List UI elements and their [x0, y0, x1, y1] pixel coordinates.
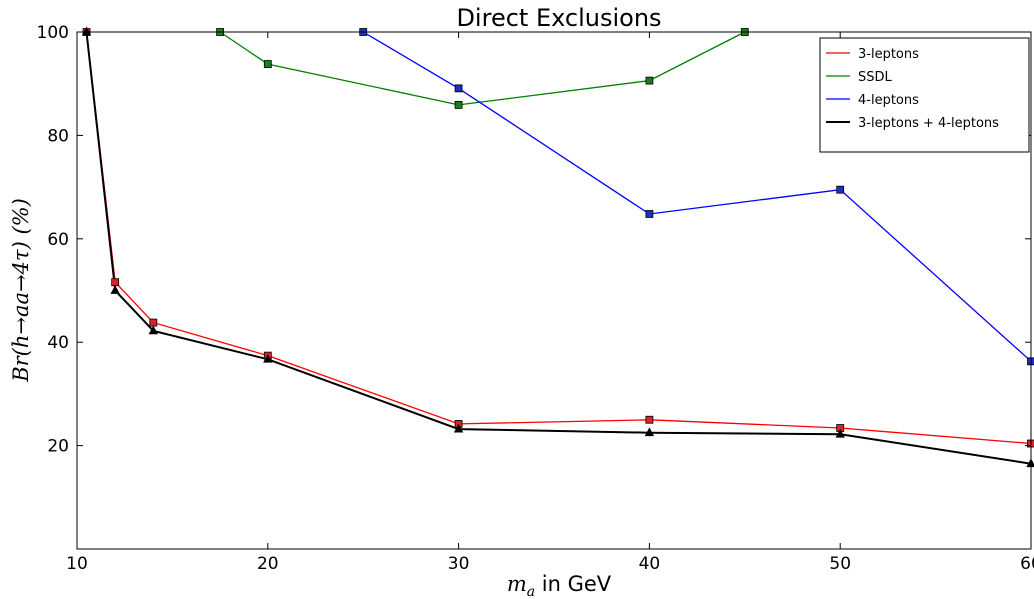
axes-layer: 10 20 30 40 50 60 20 40 60 80 100 [37, 23, 1034, 574]
x-axis-label-subscript: a [527, 584, 535, 599]
data-point [263, 60, 272, 68]
y-tick-label: 100 [37, 23, 69, 43]
legend-box [819, 37, 1030, 153]
legend: 3-leptons SSDL 4-leptons 3-leptons + 4-lept… [819, 37, 1030, 153]
x-tick-label: 20 [257, 554, 279, 574]
data-point [453, 423, 464, 433]
x-tick-label: 30 [448, 554, 470, 574]
data-point [645, 210, 654, 218]
legend-label: 3-leptons + 4-leptons [858, 116, 999, 131]
data-point [454, 100, 463, 109]
y-tick-label: 20 [47, 437, 69, 457]
data-point [148, 325, 158, 335]
legend-label: SSDL [858, 70, 893, 85]
x-axis-label: ma in GeV [507, 572, 612, 599]
series-line-ssdl [219, 31, 746, 106]
y-tick-label: 40 [47, 333, 69, 353]
legend-label: 3-leptons [858, 47, 919, 62]
data-point [263, 353, 273, 363]
series-layer [81, 26, 1034, 468]
data-point [149, 318, 158, 327]
x-tick-label: 60 [1020, 554, 1034, 574]
data-point [111, 278, 120, 287]
data-point [645, 415, 654, 424]
x-tick-label: 40 [639, 554, 661, 574]
chart-title: Direct Exclusions [456, 4, 661, 32]
data-point [835, 428, 845, 438]
series-line-3-leptons-4-leptons [85, 31, 1032, 465]
x-axis-label-text: in GeV [535, 572, 612, 596]
x-tick-label: 10 [66, 554, 88, 574]
data-point [454, 84, 463, 93]
series-line-3-leptons [85, 31, 1032, 445]
data-point [110, 285, 120, 294]
y-tick-label: 80 [47, 126, 69, 146]
data-point [645, 76, 654, 85]
legend-label: 4-leptons [858, 93, 919, 108]
y-axis-label: Br(h→aa→4τ) (%) [9, 198, 33, 383]
data-point [836, 185, 845, 194]
x-tick-label: 50 [829, 554, 851, 574]
data-point [644, 427, 655, 437]
axes-frame [76, 31, 1032, 550]
y-tick-label: 60 [47, 230, 69, 250]
x-axis-label-math: m [507, 572, 527, 596]
data-point [81, 26, 92, 36]
